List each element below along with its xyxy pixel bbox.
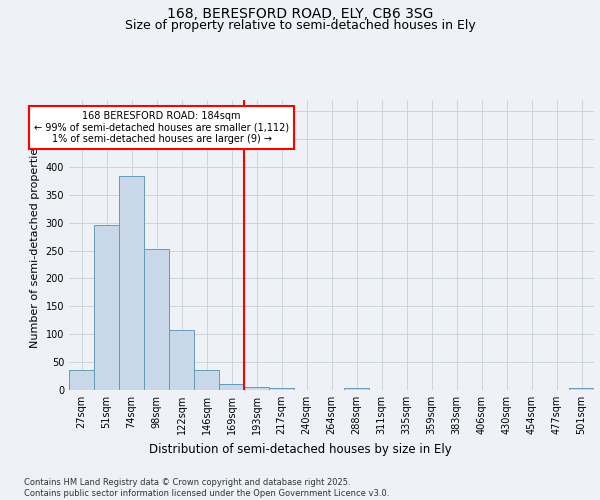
Text: Contains HM Land Registry data © Crown copyright and database right 2025.
Contai: Contains HM Land Registry data © Crown c… [24, 478, 389, 498]
Bar [144, 249, 169, 390]
Bar [344, 388, 369, 390]
Bar [244, 386, 269, 390]
Bar [269, 388, 294, 390]
Y-axis label: Number of semi-detached properties: Number of semi-detached properties [30, 142, 40, 348]
Text: 168, BERESFORD ROAD, ELY, CB6 3SG: 168, BERESFORD ROAD, ELY, CB6 3SG [167, 8, 433, 22]
Text: 168 BERESFORD ROAD: 184sqm
← 99% of semi-detached houses are smaller (1,112)
1% : 168 BERESFORD ROAD: 184sqm ← 99% of semi… [34, 111, 289, 144]
Bar [219, 384, 244, 390]
Bar [69, 370, 94, 390]
Bar [94, 226, 119, 390]
Bar [569, 388, 594, 390]
Text: Size of property relative to semi-detached houses in Ely: Size of property relative to semi-detach… [125, 18, 475, 32]
Bar [169, 330, 194, 390]
Bar [119, 176, 144, 390]
Text: Distribution of semi-detached houses by size in Ely: Distribution of semi-detached houses by … [149, 442, 451, 456]
Bar [194, 370, 219, 390]
